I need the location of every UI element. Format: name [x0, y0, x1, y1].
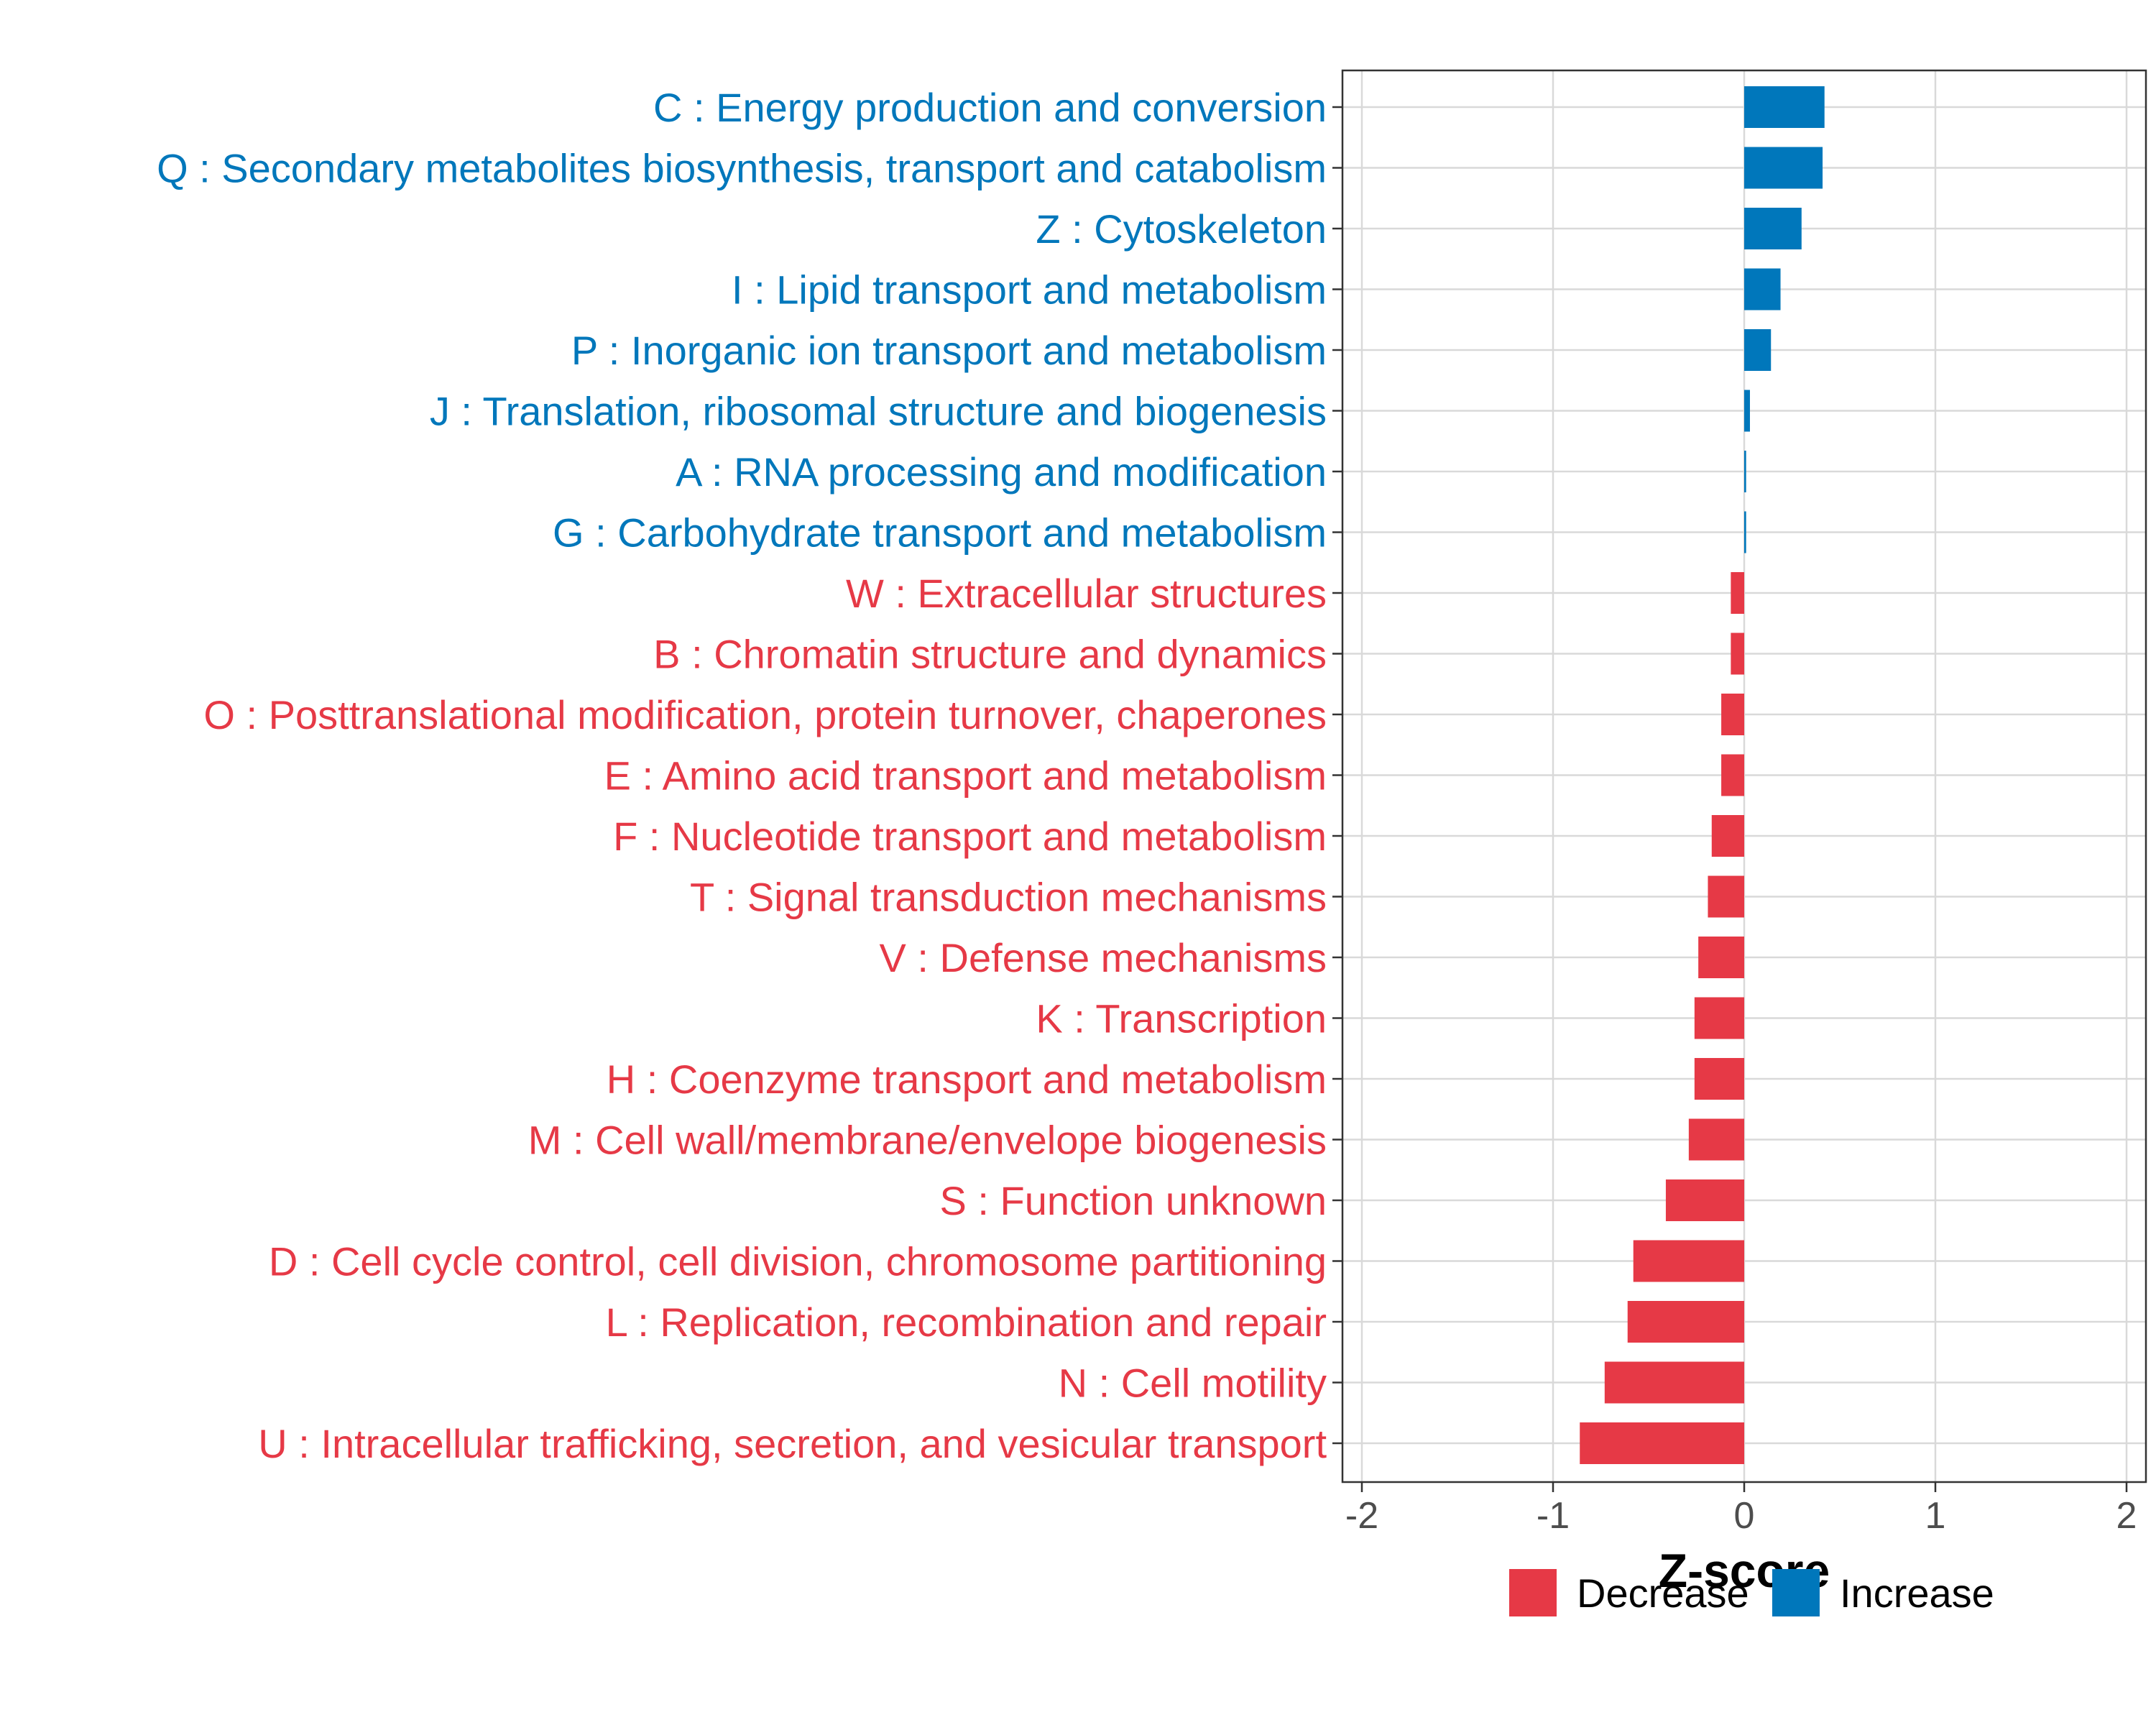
x-tick-label: 2 — [2116, 1495, 2137, 1537]
bar — [1721, 754, 1744, 796]
category-label: T : Signal transduction mechanisms — [690, 875, 1327, 920]
category-label: U : Intracellular trafficking, secretion… — [258, 1421, 1327, 1466]
bar — [1744, 147, 1823, 189]
x-axis: -2 -1 0 1 2 — [1345, 1482, 2137, 1537]
category-label: Z : Cytoskeleton — [1036, 206, 1327, 252]
bar — [1711, 815, 1744, 857]
category-label: H : Coenzyme transport and metabolism — [607, 1057, 1327, 1102]
x-tick-label: 0 — [1734, 1495, 1755, 1537]
category-label: B : Chromatin structure and dynamics — [653, 632, 1327, 677]
bar — [1731, 572, 1744, 614]
legend-swatch — [1772, 1569, 1820, 1616]
bar — [1688, 1118, 1744, 1161]
legend-label: Decrease — [1577, 1570, 1749, 1616]
category-label: S : Function unknown — [939, 1178, 1327, 1223]
bar — [1580, 1422, 1744, 1464]
bar — [1694, 997, 1744, 1039]
category-label: L : Replication, recombination and repai… — [606, 1300, 1327, 1345]
category-label: I : Lipid transport and metabolism — [732, 267, 1327, 313]
bar — [1731, 632, 1744, 675]
bar — [1721, 694, 1744, 735]
bars-layer — [1580, 86, 1825, 1464]
category-label: O : Posttranslational modification, prot… — [203, 692, 1327, 737]
category-label: J : Translation, ribosomal structure and… — [430, 389, 1327, 434]
bar — [1698, 937, 1744, 978]
x-tick-label: -1 — [1537, 1495, 1570, 1537]
bar — [1665, 1179, 1744, 1221]
bar — [1708, 875, 1744, 918]
bar — [1604, 1361, 1744, 1404]
bar — [1744, 329, 1772, 371]
category-label: Q : Secondary metabolites biosynthesis, … — [157, 146, 1327, 191]
category-label: K : Transcription — [1036, 996, 1327, 1041]
bar — [1744, 268, 1781, 310]
category-label: F : Nucleotide transport and metabolism — [613, 814, 1327, 859]
bar — [1627, 1301, 1744, 1343]
legend-swatch — [1509, 1569, 1557, 1616]
legend: Decrease Increase — [1509, 1569, 1994, 1616]
x-tick-label: 1 — [1925, 1495, 1946, 1537]
category-label: M : Cell wall/membrane/envelope biogenes… — [528, 1118, 1327, 1163]
category-label: P : Inorganic ion transport and metaboli… — [571, 328, 1327, 373]
category-label: D : Cell cycle control, cell division, c… — [269, 1239, 1327, 1284]
category-label: G : Carbohydrate transport and metabolis… — [553, 510, 1327, 556]
y-axis: C : Energy production and conversion Q : … — [157, 85, 1342, 1466]
bar — [1744, 451, 1746, 492]
x-tick-label: -2 — [1345, 1495, 1378, 1537]
bar — [1744, 511, 1746, 553]
category-label: A : RNA processing and modification — [676, 449, 1327, 494]
category-label: V : Defense mechanisms — [880, 935, 1327, 980]
category-label: E : Amino acid transport and metabolism — [604, 753, 1327, 799]
bar — [1744, 208, 1802, 249]
bar — [1633, 1240, 1744, 1282]
category-label: C : Energy production and conversion — [653, 85, 1327, 130]
legend-label: Increase — [1840, 1570, 1994, 1616]
bar — [1744, 86, 1825, 128]
category-label: W : Extracellular structures — [846, 571, 1327, 616]
bar — [1744, 390, 1750, 432]
category-label: N : Cell motility — [1059, 1361, 1327, 1406]
bar — [1694, 1058, 1744, 1100]
